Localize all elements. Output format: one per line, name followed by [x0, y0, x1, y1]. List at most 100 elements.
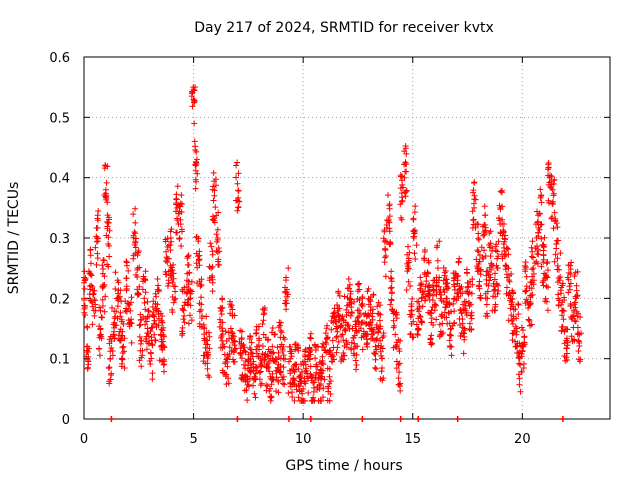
data-point-cluster	[214, 249, 221, 256]
data-point-cluster	[233, 174, 240, 181]
data-point-cluster	[328, 326, 335, 333]
data-point-cluster	[493, 241, 500, 248]
data-point-cluster	[432, 301, 439, 308]
data-point-cluster	[101, 191, 108, 198]
data-point-cluster	[250, 382, 257, 389]
data-point-cluster	[374, 310, 381, 317]
data-point-cluster	[333, 334, 340, 341]
data-point-cluster	[331, 309, 338, 316]
data-point-cluster	[572, 304, 579, 311]
data-point-cluster	[574, 331, 581, 338]
data-point-cluster	[341, 352, 348, 359]
data-point-cluster	[82, 275, 89, 282]
data-point-cluster	[204, 341, 211, 348]
data-point-cluster	[271, 331, 278, 338]
data-point-cluster	[319, 394, 326, 401]
data-point-cluster	[235, 194, 242, 201]
data-point-cluster	[229, 329, 236, 336]
data-points	[81, 84, 585, 404]
baseline-marker	[234, 416, 241, 422]
data-point-cluster	[87, 246, 94, 253]
data-point-cluster	[252, 330, 259, 337]
data-point-cluster	[498, 189, 505, 196]
data-point-cluster	[482, 227, 489, 234]
data-point-cluster	[192, 158, 199, 165]
data-point-cluster	[455, 259, 462, 266]
data-point-cluster	[575, 330, 582, 337]
data-point-cluster	[403, 150, 410, 157]
data-point-cluster	[185, 320, 192, 327]
data-point-cluster	[528, 285, 535, 292]
data-point-cluster	[338, 353, 345, 360]
data-point-cluster	[264, 383, 271, 390]
data-point-cluster	[162, 238, 169, 245]
data-point-cluster	[468, 312, 475, 319]
data-point-cluster	[173, 195, 180, 202]
data-point-cluster	[512, 306, 519, 313]
data-point-cluster	[411, 209, 418, 216]
data-point-cluster	[235, 170, 242, 177]
data-point-cluster	[237, 327, 244, 334]
data-point-cluster	[123, 308, 130, 315]
data-point-cluster	[401, 174, 408, 181]
axis-ticks: 0 0.1 0.2 0.3 0.4 0.5 0.6 0 5 10 15 20	[49, 51, 610, 447]
data-point-cluster	[378, 368, 385, 375]
y-tick-label: 0.6	[49, 51, 70, 66]
data-point	[474, 247, 481, 254]
data-point-cluster	[123, 305, 130, 312]
data-point-cluster	[562, 357, 569, 364]
data-point-cluster	[411, 250, 418, 257]
data-point-cluster	[160, 324, 167, 331]
data-point-cluster	[455, 293, 462, 300]
data-point-cluster	[528, 292, 535, 299]
data-point-cluster	[495, 287, 502, 294]
data-point-cluster	[227, 301, 234, 308]
data-point-cluster	[211, 187, 218, 194]
data-point-cluster	[491, 276, 498, 283]
data-point-cluster	[102, 193, 109, 200]
data-point-cluster	[83, 349, 90, 356]
data-point-cluster	[551, 176, 558, 183]
data-point-cluster	[499, 203, 506, 210]
data-point-cluster	[430, 282, 437, 289]
data-point-cluster	[287, 370, 294, 377]
data-point-cluster	[573, 282, 580, 289]
data-point-cluster	[545, 284, 552, 291]
data-point-cluster	[188, 288, 195, 295]
data-point-cluster	[288, 366, 295, 373]
data-point-cluster	[397, 201, 404, 208]
data-point-cluster	[475, 248, 482, 255]
data-point-cluster	[336, 292, 343, 299]
data-point-cluster	[262, 350, 269, 357]
data-point-cluster	[153, 293, 160, 300]
data-point-cluster	[176, 208, 183, 215]
data-point-cluster	[293, 361, 300, 368]
data-point-cluster	[186, 312, 193, 319]
baseline-markers	[108, 416, 566, 422]
data-point-cluster	[354, 314, 361, 321]
data-point-cluster	[563, 350, 570, 357]
data-point-cluster	[315, 376, 322, 383]
data-point-cluster	[320, 385, 327, 392]
data-point-cluster	[118, 356, 125, 363]
x-tick-label: 5	[189, 432, 197, 447]
data-point-cluster	[281, 381, 288, 388]
data-point-cluster	[109, 347, 116, 354]
data-point-cluster	[192, 161, 199, 168]
data-point-cluster	[440, 277, 447, 284]
data-point-cluster	[346, 326, 353, 333]
data-point-cluster	[505, 246, 512, 253]
data-point-cluster	[278, 374, 285, 381]
data-point-cluster	[212, 176, 219, 183]
y-tick-label: 0.3	[49, 232, 70, 247]
data-point-cluster	[108, 304, 115, 311]
data-point-cluster	[354, 307, 361, 314]
data-point-cluster	[282, 300, 289, 307]
data-point-cluster	[272, 355, 279, 362]
data-point-cluster	[280, 343, 287, 350]
data-point-cluster	[377, 337, 384, 344]
data-point-cluster	[148, 355, 155, 362]
data-point-cluster	[506, 278, 513, 285]
data-point-cluster	[226, 344, 233, 351]
data-point-cluster	[84, 356, 91, 363]
